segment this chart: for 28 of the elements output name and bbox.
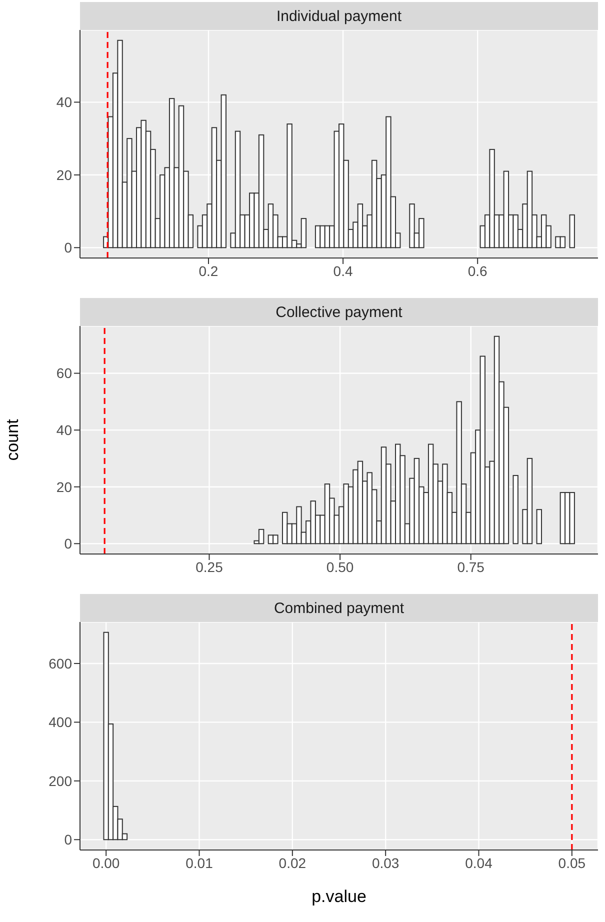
y-tick-label: 60 [56, 365, 72, 382]
x-tick-label: 0.6 [468, 262, 488, 279]
y-tick-label: 40 [56, 94, 72, 110]
chart-title: Combined payment [80, 594, 598, 622]
x-tick-label: 0.2 [198, 262, 218, 279]
x-tick-label: 0.05 [558, 854, 586, 871]
x-tick-label: 0.03 [372, 854, 400, 871]
x-tick-label: 0.01 [186, 854, 214, 871]
x-tick-label: 0.50 [326, 558, 354, 575]
y-tick-label: 0 [64, 536, 72, 552]
y-tick-label: 600 [48, 655, 72, 672]
y-tick-label: 20 [56, 478, 72, 495]
chart-title: Collective payment [80, 298, 598, 326]
y-axis-title: count [3, 418, 22, 461]
y-tick-label: 0 [64, 832, 72, 848]
chart-title: Individual payment [80, 2, 598, 30]
y-tick-label: 40 [56, 422, 72, 438]
x-tick-label: 0.04 [465, 854, 493, 871]
y-tick-label: 400 [48, 714, 72, 730]
y-tick-label: 20 [56, 166, 72, 183]
x-tick-label: 0.25 [196, 558, 224, 575]
y-tick-label: 200 [48, 772, 72, 789]
x-tick-label: 0.75 [457, 558, 485, 575]
x-axis-title: p.value [312, 887, 366, 906]
y-tick-label: 0 [64, 240, 72, 256]
x-tick-label: 0.00 [92, 854, 120, 871]
x-tick-label: 0.4 [333, 262, 353, 279]
x-tick-label: 0.02 [278, 854, 306, 871]
